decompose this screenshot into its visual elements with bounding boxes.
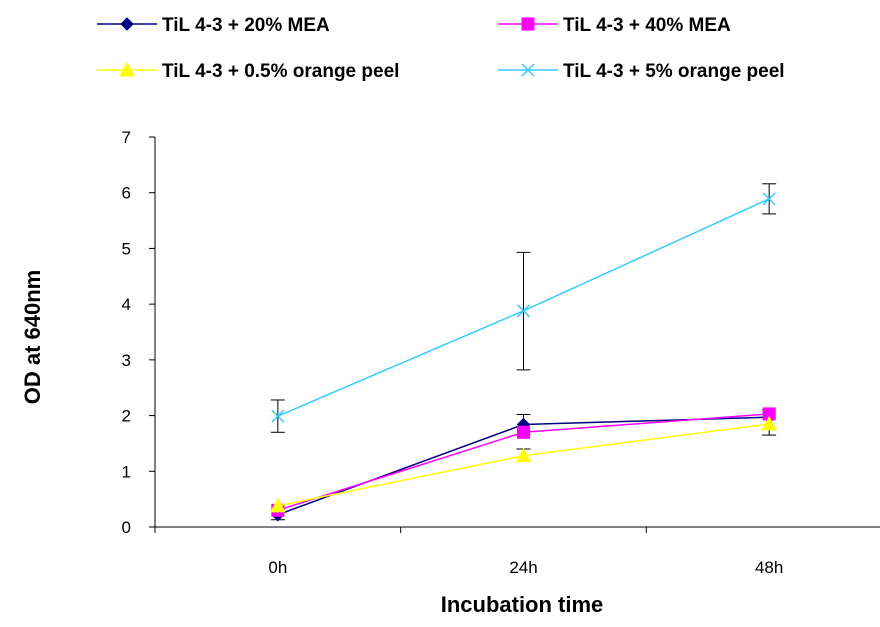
y-tick-label: 4: [122, 295, 131, 314]
axes: [154, 137, 880, 528]
x-tick-label: 0h: [268, 558, 287, 577]
y-tick-label: 3: [122, 351, 131, 370]
legend-marker: [521, 17, 535, 31]
data-point: [517, 425, 530, 439]
y-tick-label: 6: [122, 184, 131, 203]
marker-x-stroke: [271, 409, 285, 423]
series-3: [269, 415, 778, 513]
legend-label: TiL 4-3 + 20% MEA: [162, 15, 330, 36]
error-bars: [270, 183, 777, 521]
marker-x-stroke: [521, 63, 535, 77]
x-tick-label: 24h: [509, 558, 537, 577]
y-tick-label: 5: [122, 239, 131, 258]
x-axis-title: Incubation time: [441, 592, 604, 617]
legend-marker: [521, 63, 535, 77]
legend-item: TiL 4-3 + 40% MEA: [498, 15, 731, 36]
y-tick-label: 7: [122, 128, 131, 147]
legend-marker: [119, 61, 135, 77]
data-point: [271, 409, 285, 423]
marker-x-stroke: [516, 304, 531, 318]
y-ticks: 0 1 2 3 4 5 6 7: [122, 128, 155, 537]
data-point: [761, 415, 778, 431]
marker-x-stroke: [762, 192, 776, 206]
y-tick-label: 2: [122, 407, 131, 426]
legend-item: TiL 4-3 + 0.5% orange peel: [97, 61, 399, 82]
legend-marker: [120, 17, 134, 31]
series-4: [271, 192, 776, 423]
x-tick-label: 48h: [755, 558, 783, 577]
legend: TiL 4-3 + 20% MEA TiL 4-3 + 40% MEA TiL 4-…: [97, 15, 785, 82]
y-tick-label: 1: [122, 462, 131, 481]
data-point: [516, 304, 531, 318]
data-point: [269, 497, 286, 513]
data-point: [762, 192, 776, 206]
x-ticks: 0h 24h 48h: [154, 527, 783, 577]
legend-item: TiL 4-3 + 20% MEA: [97, 15, 330, 36]
y-axis-title: OD at 640nm: [20, 270, 45, 405]
y-tick-label: 0: [122, 518, 131, 537]
legend-label: TiL 4-3 + 5% orange peel: [563, 61, 785, 82]
series-layer: [269, 183, 778, 522]
legend-label: TiL 4-3 + 0.5% orange peel: [162, 61, 399, 82]
data-point: [515, 447, 532, 463]
legend-label: TiL 4-3 + 40% MEA: [563, 15, 731, 36]
legend-item: TiL 4-3 + 5% orange peel: [498, 61, 785, 82]
